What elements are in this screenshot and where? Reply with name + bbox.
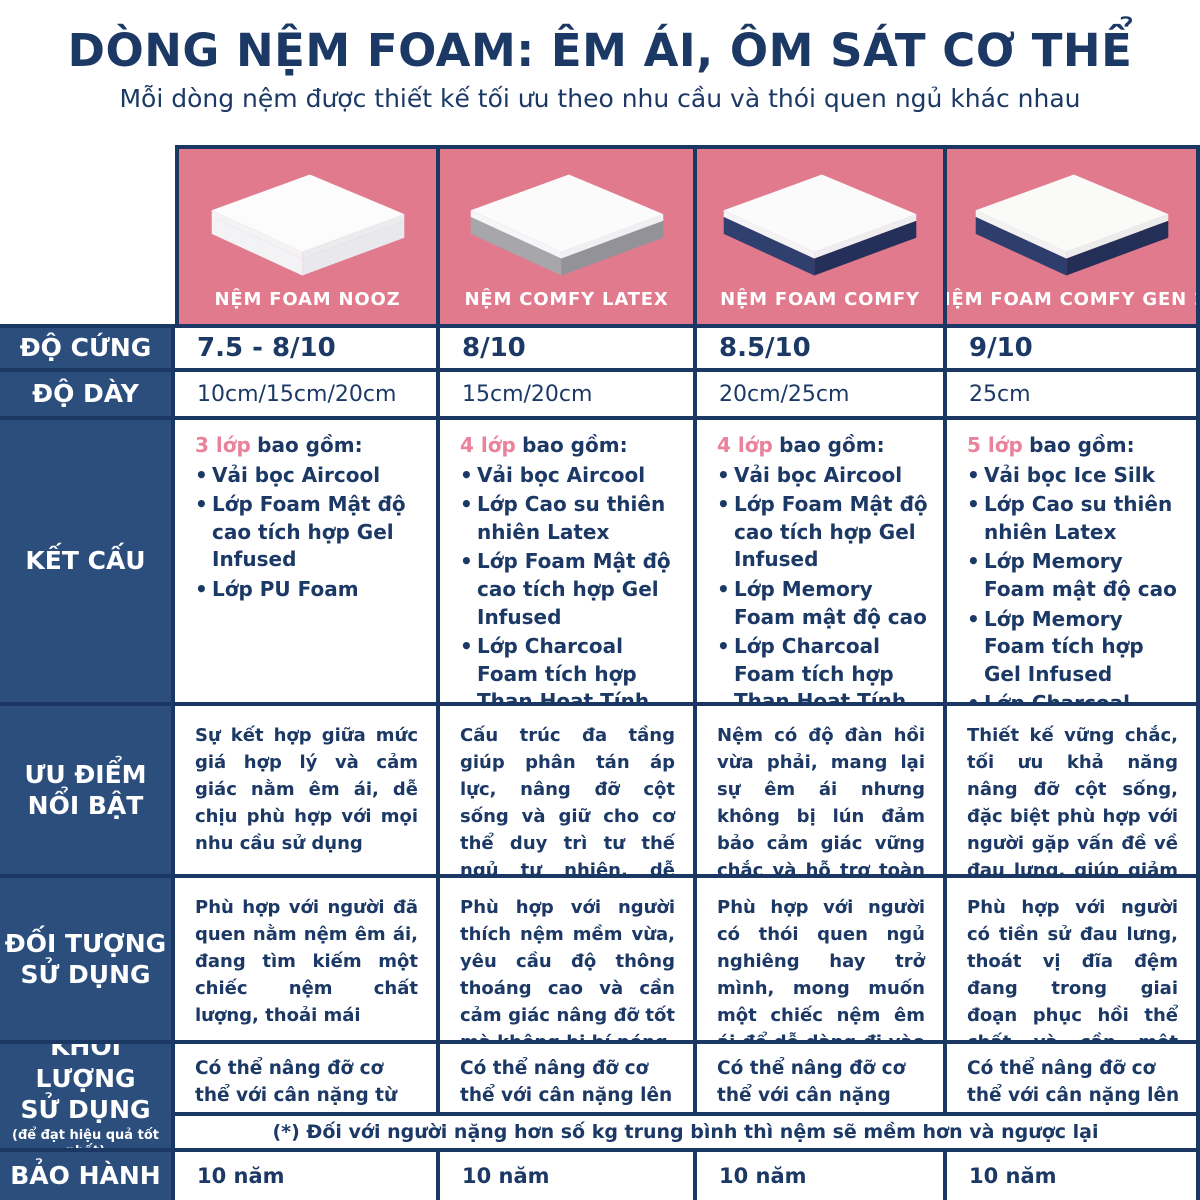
structure-item: Lớp PU Foam xyxy=(195,576,426,604)
weight-value: Có thể nâng đỡ cơ thể với cân nặng từ 65… xyxy=(175,1044,440,1116)
highlight-value: Sự kết hợp giữa mức giá hợp lý và cảm gi… xyxy=(175,706,440,878)
product-name: NỆM FOAM COMFY GEN 2 xyxy=(947,289,1200,310)
audience-value: Phù hợp với người có tiền sử đau lưng, t… xyxy=(947,878,1200,1044)
structure-intro: 4 lớp bao gồm: xyxy=(460,433,628,457)
structure-intro: 5 lớp bao gồm: xyxy=(967,433,1135,457)
audience-value: Phù hợp với người đã quen nằm nệm êm ái,… xyxy=(175,878,440,1044)
structure-list: Vải bọc Aircool Lớp Foam Mật độ cao tích… xyxy=(195,462,426,604)
row-label-weight: KHỐI LƯỢNG SỬ DỤNG (để đạt hiệu quả tốt … xyxy=(0,1044,175,1152)
structure-item: Lớp Foam Mật độ cao tích hợp Gel Infused xyxy=(460,548,683,631)
comparison-table: NỆM FOAM NOOZ NỆM COMFY LATEX NỆM FOAM C… xyxy=(0,145,1200,1200)
row-label-hardness: ĐỘ CỨNG xyxy=(0,328,175,372)
structure-item: Lớp Charcoal Foam 7 zones tích hợp Than … xyxy=(967,690,1186,702)
structure-item: Lớp Foam Mật độ cao tích hợp Gel Infused xyxy=(717,491,933,574)
structure-value: 4 lớp bao gồm: Vải bọc Aircool Lớp Cao s… xyxy=(440,420,697,706)
mattress-image xyxy=(211,174,404,276)
structure-item: Vải bọc Ice Silk xyxy=(967,462,1186,490)
product-header-foam-nooz: NỆM FOAM NOOZ xyxy=(175,145,440,328)
highlight-value: Nệm có độ đàn hồi vừa phải, mang lại sự … xyxy=(697,706,947,878)
row-label-text: ĐỘ CỨNG xyxy=(19,333,152,363)
row-label-thickness: ĐỘ DÀY xyxy=(0,372,175,420)
thickness-value: 15cm/20cm xyxy=(440,372,697,420)
page-title: DÒNG NỆM FOAM: ÊM ÁI, ÔM SÁT CƠ THỂ xyxy=(67,24,1133,77)
structure-item: Lớp Cao su thiên nhiên Latex xyxy=(967,491,1186,546)
hardness-value: 8/10 xyxy=(440,328,697,372)
row-label-structure: KẾT CẤU xyxy=(0,420,175,706)
mattress-image xyxy=(470,174,663,276)
structure-item: Lớp Memory Foam mật độ cao xyxy=(967,548,1186,603)
weight-value: Có thể nâng đỡ cơ thể với cân nặng lên đ… xyxy=(947,1044,1200,1116)
page-subtitle: Mỗi dòng nệm được thiết kế tối ưu theo n… xyxy=(119,83,1081,113)
row-label-text: KẾT CẤU xyxy=(25,546,146,576)
hardness-value: 7.5 - 8/10 xyxy=(175,328,440,372)
structure-item: Vải bọc Aircool xyxy=(195,462,426,490)
structure-value: 4 lớp bao gồm: Vải bọc Aircool Lớp Foam … xyxy=(697,420,947,706)
product-name: NỆM COMFY LATEX xyxy=(464,289,669,310)
structure-intro: 4 lớp bao gồm: xyxy=(717,433,885,457)
structure-list: Vải bọc Aircool Lớp Cao su thiên nhiên L… xyxy=(460,462,683,702)
structure-item: Lớp Memory Foam tích hợp Gel Infused xyxy=(967,606,1186,689)
structure-item: Lớp Charcoal Foam tích hợp Than Hoạt Tín… xyxy=(717,633,933,702)
mattress-image xyxy=(975,174,1168,276)
layer-count: 3 lớp xyxy=(195,433,251,457)
thickness-value: 10cm/15cm/20cm xyxy=(175,372,440,420)
row-label-warranty: BẢO HÀNH xyxy=(0,1152,175,1200)
weight-value: Có thể nâng đỡ cơ thể với cân nặng lên đ… xyxy=(697,1044,947,1116)
audience-value: Phù hợp với người thích nệm mềm vừa, yêu… xyxy=(440,878,697,1044)
structure-list: Vải bọc Aircool Lớp Foam Mật độ cao tích… xyxy=(717,462,933,702)
blank-cell xyxy=(0,145,175,328)
structure-item: Lớp Cao su thiên nhiên Latex xyxy=(460,491,683,546)
weight-footnote: (*) Đối với người nặng hơn số kg trung b… xyxy=(175,1116,1200,1152)
page-header: DÒNG NỆM FOAM: ÊM ÁI, ÔM SÁT CƠ THỂ Mỗi … xyxy=(0,0,1200,145)
product-header-foam-comfy-gen2: NỆM FOAM COMFY GEN 2 xyxy=(947,145,1200,328)
warranty-value: 10 năm xyxy=(175,1152,440,1200)
product-name: NỆM FOAM COMFY xyxy=(720,289,920,310)
warranty-value: 10 năm xyxy=(440,1152,697,1200)
warranty-value: 10 năm xyxy=(947,1152,1200,1200)
structure-item: Lớp Charcoal Foam tích hợp Than Hoạt Tín… xyxy=(460,633,683,702)
hardness-value: 8.5/10 xyxy=(697,328,947,372)
audience-value: Phù hợp với người có thói quen ngủ nghiê… xyxy=(697,878,947,1044)
structure-item: Vải bọc Aircool xyxy=(717,462,933,490)
product-header-comfy-latex: NỆM COMFY LATEX xyxy=(440,145,697,328)
highlight-value: Cấu trúc đa tầng giúp phân tán áp lực, n… xyxy=(440,706,697,878)
structure-item: Lớp Foam Mật độ cao tích hợp Gel Infused xyxy=(195,491,426,574)
row-label-text: ĐỘ DÀY xyxy=(32,379,139,409)
thickness-value: 25cm xyxy=(947,372,1200,420)
warranty-value: 10 năm xyxy=(697,1152,947,1200)
structure-value: 5 lớp bao gồm: Vải bọc Ice Silk Lớp Cao … xyxy=(947,420,1200,706)
structure-list: Vải bọc Ice Silk Lớp Cao su thiên nhiên … xyxy=(967,462,1186,702)
row-label-weight-note: (để đạt hiệu quả tốt nhất) xyxy=(12,1128,159,1152)
thickness-value: 20cm/25cm xyxy=(697,372,947,420)
layer-count: 5 lớp xyxy=(967,433,1023,457)
row-label-audience: ĐỐI TƯỢNG SỬ DỤNG xyxy=(0,878,175,1044)
weight-value: Có thể nâng đỡ cơ thể với cân nặng lên đ… xyxy=(440,1044,697,1116)
highlight-value: Thiết kế vững chắc, tối ưu khả năng nâng… xyxy=(947,706,1200,878)
product-header-foam-comfy: NỆM FOAM COMFY xyxy=(697,145,947,328)
structure-item: Lớp Memory Foam mật độ cao xyxy=(717,576,933,631)
row-label-highlights: ƯU ĐIỂM NỔI BẬT xyxy=(0,706,175,878)
structure-value: 3 lớp bao gồm: Vải bọc Aircool Lớp Foam … xyxy=(175,420,440,706)
product-name: NỆM FOAM NOOZ xyxy=(214,289,401,310)
mattress-image xyxy=(723,174,917,276)
layer-count: 4 lớp xyxy=(460,433,516,457)
hardness-value: 9/10 xyxy=(947,328,1200,372)
layer-count: 4 lớp xyxy=(717,433,773,457)
structure-intro: 3 lớp bao gồm: xyxy=(195,433,363,457)
structure-item: Vải bọc Aircool xyxy=(460,462,683,490)
